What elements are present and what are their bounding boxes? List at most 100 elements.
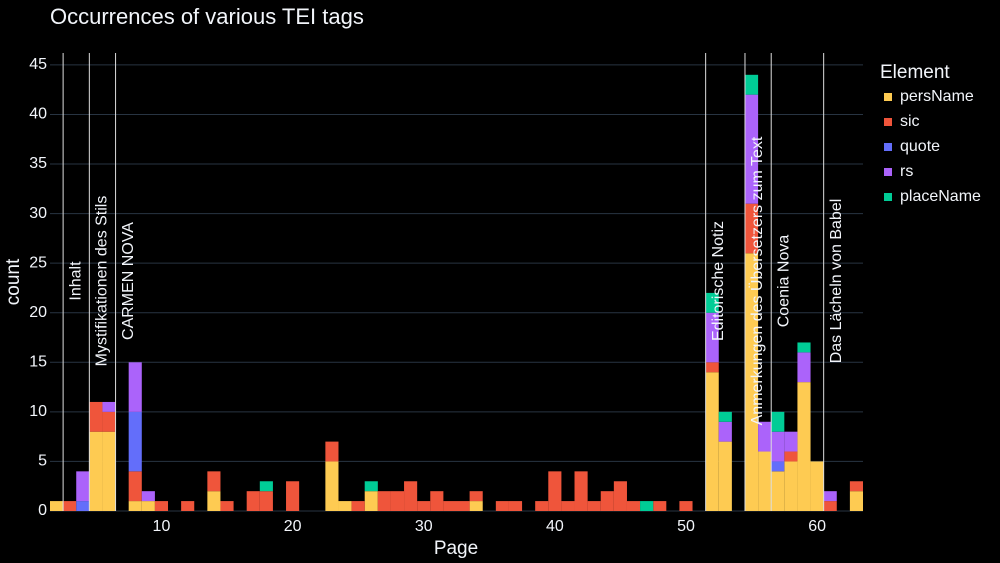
bar-segment bbox=[771, 471, 785, 511]
y-tick-label: 40 bbox=[29, 106, 47, 123]
legend-label: rs bbox=[900, 163, 913, 180]
chart-title: Occurrences of various TEI tags bbox=[50, 4, 364, 29]
section-label: Editorische Notiz bbox=[710, 221, 727, 341]
bar-segment bbox=[128, 501, 142, 511]
x-tick-label: 60 bbox=[808, 518, 826, 535]
bar-segment bbox=[364, 491, 378, 511]
bar-segment bbox=[246, 491, 260, 511]
bar-segment bbox=[286, 481, 300, 511]
bar-segment bbox=[640, 501, 654, 511]
bar-segment bbox=[705, 312, 719, 363]
bar-segment bbox=[102, 401, 116, 412]
bar-segment bbox=[495, 501, 509, 511]
bar-segment bbox=[508, 501, 523, 511]
bar-segment bbox=[771, 461, 785, 472]
bar-segment bbox=[364, 481, 378, 492]
bar-segment bbox=[587, 501, 601, 511]
y-tick-label: 45 bbox=[29, 56, 47, 73]
bar-segment bbox=[207, 491, 221, 511]
y-tick-label: 35 bbox=[29, 155, 47, 172]
bar-segment bbox=[561, 501, 575, 511]
bar-segment bbox=[89, 401, 103, 432]
bar-segment bbox=[548, 471, 562, 511]
bar-segment bbox=[784, 461, 798, 511]
bar-segment bbox=[338, 501, 352, 511]
y-tick-label: 20 bbox=[29, 304, 47, 321]
bar-segment bbox=[181, 501, 195, 511]
bar-segment bbox=[443, 501, 457, 511]
bar-segment bbox=[823, 501, 837, 511]
bar-segment bbox=[207, 471, 221, 492]
section-label: Coenia Nova bbox=[775, 235, 792, 328]
bar-segment bbox=[744, 253, 759, 511]
bar-segment bbox=[744, 74, 759, 95]
section-label: Mystifikationen des Stils bbox=[94, 196, 111, 367]
bar-segment bbox=[141, 491, 155, 502]
bar-segment bbox=[758, 421, 772, 452]
bar-segment bbox=[76, 471, 90, 502]
bar-segment bbox=[613, 481, 627, 511]
bar-segment bbox=[128, 362, 142, 412]
bar-segment bbox=[128, 471, 142, 502]
bar-segment bbox=[377, 491, 391, 511]
legend-label: persName bbox=[900, 88, 974, 105]
legend-label: sic bbox=[900, 113, 920, 130]
bar-segment bbox=[469, 491, 483, 502]
bar-segment bbox=[679, 501, 693, 511]
bar-segment bbox=[128, 411, 142, 472]
legend-swatch bbox=[884, 93, 892, 101]
bar-segment bbox=[259, 481, 273, 492]
bar-segment bbox=[744, 94, 759, 204]
y-tick-label: 10 bbox=[29, 403, 47, 420]
bar-segment bbox=[784, 451, 798, 462]
bar-segment bbox=[456, 501, 470, 511]
bar-segment bbox=[823, 491, 837, 502]
bar-segment bbox=[653, 501, 667, 511]
x-tick-label: 50 bbox=[677, 518, 695, 535]
legend-title: Element bbox=[880, 62, 950, 83]
bar-segment bbox=[574, 471, 588, 511]
bar-segment bbox=[89, 431, 103, 511]
bar-segment bbox=[744, 203, 759, 254]
legend-label: placeName bbox=[900, 188, 981, 205]
y-tick-label: 0 bbox=[38, 502, 47, 519]
bar-segment bbox=[810, 461, 824, 511]
section-label: Anmerkungen des Übersetzers zum Text bbox=[748, 136, 766, 425]
bar-segment bbox=[718, 441, 732, 511]
x-tick-label: 40 bbox=[546, 518, 564, 535]
bar-segment bbox=[797, 352, 811, 383]
bar-segment bbox=[771, 411, 785, 432]
bar-segment bbox=[797, 382, 811, 511]
bar-segment bbox=[718, 411, 732, 422]
bar-segment bbox=[50, 501, 64, 511]
bar-segment bbox=[259, 491, 273, 511]
legend-swatch bbox=[884, 193, 892, 201]
y-tick-label: 30 bbox=[29, 205, 47, 222]
y-tick-label: 15 bbox=[29, 354, 47, 371]
bar-segment bbox=[102, 411, 116, 432]
bar-segment bbox=[390, 491, 405, 511]
bar-segment bbox=[417, 501, 431, 511]
bar-segment bbox=[535, 501, 549, 511]
y-tick-label: 25 bbox=[29, 254, 47, 271]
legend-swatch bbox=[884, 168, 892, 176]
bar-segment bbox=[325, 461, 339, 511]
x-tick-label: 20 bbox=[284, 518, 302, 535]
bar-segment bbox=[469, 501, 483, 511]
y-tick-label: 5 bbox=[38, 453, 47, 470]
bar-segment bbox=[626, 501, 641, 511]
bar-segment bbox=[600, 491, 614, 511]
legend-label: quote bbox=[900, 138, 940, 155]
bar-segment bbox=[705, 362, 719, 373]
section-label: CARMEN NOVA bbox=[120, 222, 137, 340]
bar-segment bbox=[705, 372, 719, 511]
section-label: Inhalt bbox=[67, 261, 84, 301]
bar-segment bbox=[351, 501, 365, 511]
bar-segment bbox=[76, 501, 90, 511]
bar-segment bbox=[797, 342, 811, 353]
bar-segment bbox=[154, 501, 169, 511]
bar-segment bbox=[63, 501, 77, 511]
bar-segment bbox=[220, 501, 234, 511]
y-axis-title: count bbox=[3, 258, 24, 305]
bar-segment bbox=[771, 431, 785, 462]
